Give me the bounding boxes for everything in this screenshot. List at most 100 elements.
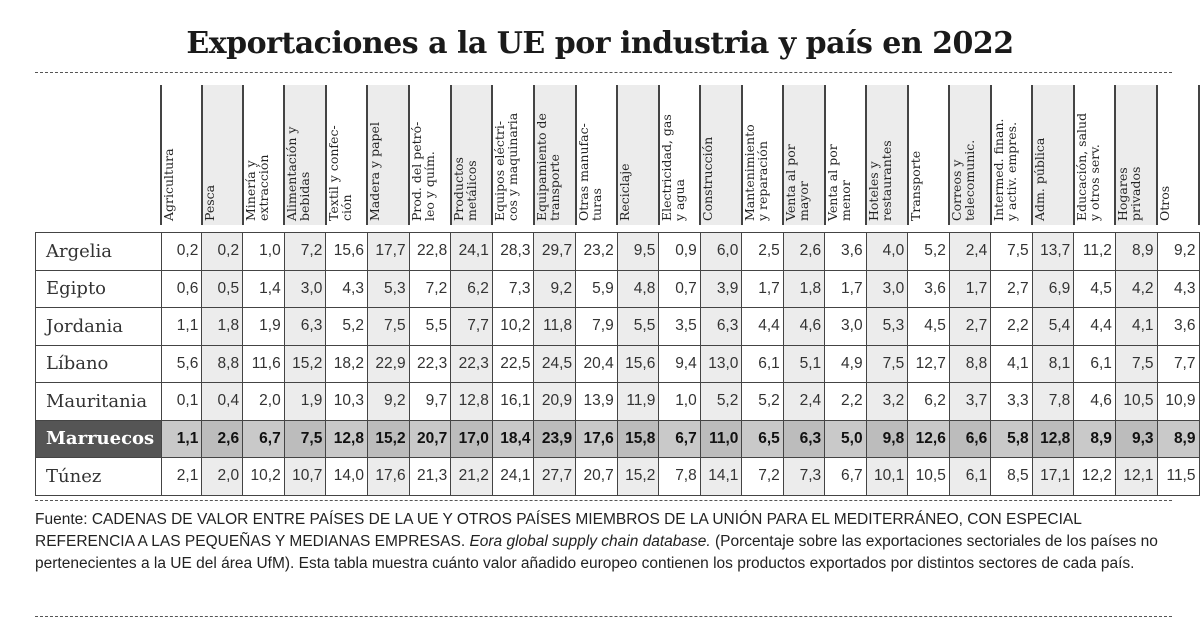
value-cell: 4,5 — [1073, 269, 1116, 308]
value-cell: 4,8 — [616, 269, 660, 308]
value-cell: 7,9 — [575, 307, 618, 346]
value-cell: 12,7 — [907, 344, 950, 383]
value-cell: 6,3 — [782, 419, 826, 458]
country-label: Túnez — [35, 457, 162, 496]
value-cell: 10,5 — [907, 457, 950, 496]
value-cell: 21,3 — [408, 457, 452, 496]
value-cell: 5,6 — [160, 344, 203, 383]
value-cell: 7,7 — [450, 307, 493, 346]
column-header-label: Educación, salud y otros serv. — [1073, 112, 1102, 221]
value-cell: 4,4 — [741, 307, 784, 346]
value-cell: 18,2 — [325, 344, 368, 383]
value-cell: 1,8 — [201, 307, 244, 346]
value-cell: 21,2 — [450, 457, 493, 496]
value-cell: 2,2 — [824, 382, 867, 421]
value-cell: 2,4 — [782, 382, 826, 421]
country-label: Marruecos — [35, 419, 162, 458]
value-cell: 3,6 — [824, 232, 867, 271]
value-cell: 20,7 — [408, 419, 452, 458]
value-cell: 7,2 — [283, 232, 327, 271]
value-cell: 17,6 — [575, 419, 618, 458]
column-header-label: Alimentación y bebidas — [284, 126, 313, 221]
value-cell: 17,7 — [366, 232, 410, 271]
value-cell: 5,3 — [865, 307, 909, 346]
column-header: Adm. pública — [1031, 85, 1074, 225]
value-cell: 3,0 — [824, 307, 867, 346]
value-cell: 6,1 — [741, 344, 784, 383]
value-cell: 8,8 — [948, 344, 992, 383]
value-cell: 3,2 — [865, 382, 909, 421]
value-cell: 5,8 — [990, 419, 1033, 458]
value-cell: 1,0 — [658, 382, 701, 421]
value-cell: 22,9 — [366, 344, 410, 383]
value-cell: 8,9 — [1114, 232, 1158, 271]
value-cell: 12,8 — [325, 419, 368, 458]
footnote-description: (Porcentaje sobre las exportaciones sect… — [35, 533, 1158, 572]
column-header: Mantenimiento y reparación — [740, 85, 784, 225]
value-cell: 27,7 — [533, 457, 577, 496]
table-row: Líbano 5,6 8,8 11,6 15,2 18,2 22,9 22,3 22,3 22,5… — [35, 344, 1200, 383]
column-header: Venta al por mayor — [782, 85, 825, 225]
value-cell: 7,7 — [1156, 344, 1200, 383]
value-cell: 1,7 — [824, 269, 867, 308]
column-header-label: Textil y confec- ción — [325, 125, 354, 221]
value-cell: 24,1 — [491, 457, 535, 496]
value-cell: 5,5 — [408, 307, 452, 346]
value-cell: 7,2 — [741, 457, 784, 496]
value-cell: 11,6 — [242, 344, 285, 383]
value-cell: 8,9 — [1073, 419, 1116, 458]
value-cell: 1,1 — [160, 419, 203, 458]
value-cell: 2,6 — [201, 419, 244, 458]
value-cell: 6,7 — [658, 419, 701, 458]
value-cell: 3,6 — [907, 269, 950, 308]
value-cell: 4,3 — [1156, 269, 1200, 308]
country-label: Mauritania — [35, 382, 162, 421]
value-cell: 3,6 — [1156, 307, 1200, 346]
value-cell: 13,7 — [1031, 232, 1075, 271]
value-cell: 10,2 — [242, 457, 285, 496]
value-cell: 16,1 — [491, 382, 535, 421]
value-cell: 9,8 — [865, 419, 909, 458]
column-header: Prod. del petró- leo y quím. — [408, 85, 451, 225]
value-cell: 5,5 — [616, 307, 660, 346]
column-header: Electricidad, gas y agua — [657, 85, 701, 225]
value-cell: 22,3 — [408, 344, 452, 383]
value-cell: 10,9 — [1156, 382, 1200, 421]
value-cell: 8,9 — [1156, 419, 1200, 458]
value-cell: 23,9 — [533, 419, 577, 458]
value-cell: 5,9 — [575, 269, 618, 308]
value-cell: 15,6 — [616, 344, 660, 383]
column-header: Hoteles y restaurantes — [865, 85, 908, 225]
value-cell: 6,7 — [242, 419, 285, 458]
value-cell: 11,5 — [1156, 457, 1200, 496]
column-header-label: Equipos eléctri- cos y maquinaria — [492, 112, 521, 221]
column-header: Reciclaje — [616, 85, 659, 225]
table-row: Egipto 0,6 0,5 1,4 3,0 4,3 5,3 7,2 6,2 7,3 9,2 5,9 4… — [35, 269, 1200, 308]
value-cell: 22,8 — [408, 232, 452, 271]
value-cell: 6,3 — [283, 307, 327, 346]
value-cell: 3,3 — [990, 382, 1033, 421]
column-header-label: Pesca — [201, 184, 217, 221]
table-row: Argelia 0,2 0,2 1,0 7,2 15,6 17,7 22,8 24,1 28,3 2… — [35, 232, 1200, 271]
table-body: Argelia 0,2 0,2 1,0 7,2 15,6 17,7 22,8 24,1 28,3 2… — [35, 225, 1200, 496]
value-cell: 10,1 — [865, 457, 909, 496]
value-cell: 6,2 — [907, 382, 950, 421]
column-header: Textil y confec- ción — [324, 85, 368, 225]
value-cell: 5,2 — [907, 232, 950, 271]
value-cell: 20,9 — [533, 382, 577, 421]
value-cell: 9,7 — [408, 382, 452, 421]
value-cell: 9,2 — [1156, 232, 1200, 271]
column-header: Otras manufac- turas — [574, 85, 618, 225]
value-cell: 1,7 — [741, 269, 784, 308]
value-cell: 4,0 — [865, 232, 909, 271]
bottom-divider — [35, 500, 1172, 501]
column-header: Intermed. finan. y activ. empres. — [989, 85, 1033, 225]
value-cell: 0,9 — [658, 232, 701, 271]
value-cell: 24,1 — [450, 232, 493, 271]
value-cell: 2,0 — [242, 382, 285, 421]
value-cell: 5,2 — [325, 307, 368, 346]
column-header-label: Mantenimiento y reparación — [741, 124, 770, 221]
value-cell: 3,0 — [865, 269, 909, 308]
value-cell: 11,2 — [1073, 232, 1116, 271]
value-cell: 7,8 — [658, 457, 701, 496]
